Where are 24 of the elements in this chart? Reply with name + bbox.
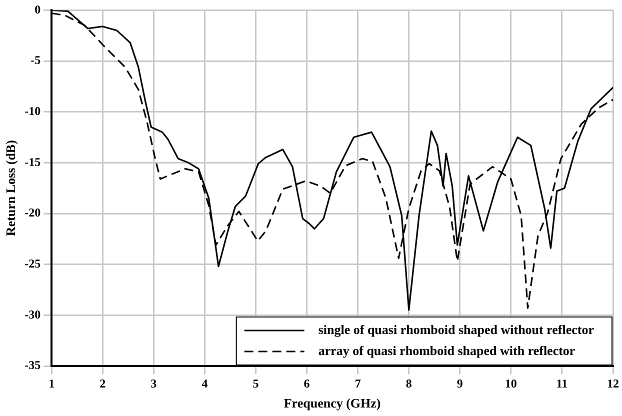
x-tick-label: 1 [48,376,55,390]
y-tick-label: -35 [24,358,41,372]
x-tick-label: 4 [202,376,208,390]
y-tick-label: -30 [24,307,41,322]
legend-label: array of quasi rhomboid shaped with reflector [318,342,576,358]
y-tick-label: -10 [24,104,41,118]
x-tick-label: 7 [354,376,361,390]
x-tick-label: 11 [556,376,568,390]
x-tick-label: 6 [304,376,310,390]
x-tick-label: 5 [252,376,259,390]
x-tick-label: 12 [607,376,619,390]
y-axis-title: Return Loss (dB) [3,140,18,236]
y-tick-label: -5 [30,53,41,68]
x-tick-label: 3 [150,376,157,390]
y-tick-label: -15 [24,154,41,169]
x-tick-label: 10 [504,376,517,390]
x-tick-label: 9 [456,376,463,390]
y-tick-label: 0 [34,2,41,16]
x-tick-label: 8 [406,376,412,390]
y-tick-label: -20 [24,206,41,220]
y-tick-label: -25 [24,256,41,270]
legend-label: single of quasi rhomboid shaped without reflector [318,322,594,337]
x-axis-title: Frequency (GHz) [284,396,381,411]
x-tick-label: 2 [100,376,106,390]
